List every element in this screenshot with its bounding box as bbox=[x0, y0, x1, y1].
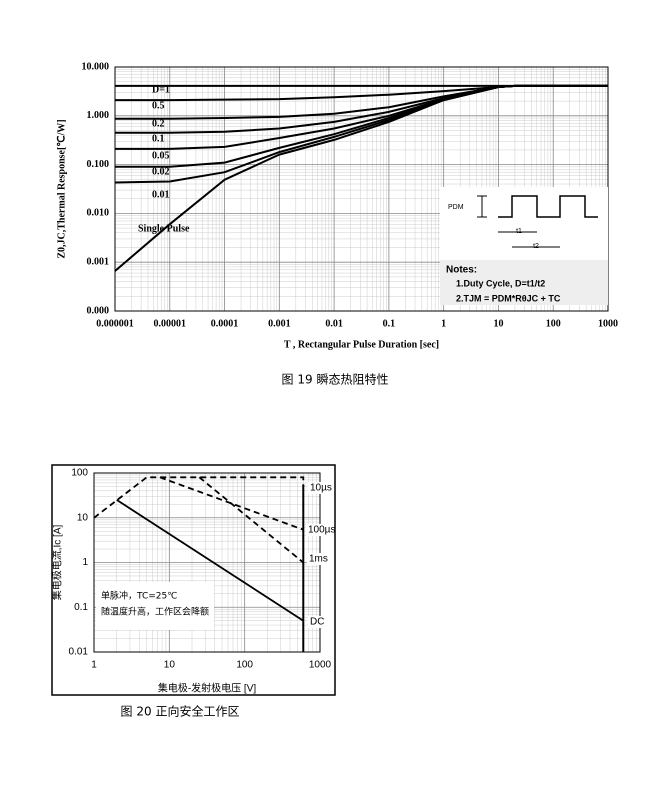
x-tick-label: 0.001 bbox=[268, 318, 291, 329]
label-bg bbox=[308, 616, 332, 628]
t2-label: t2 bbox=[533, 243, 539, 250]
y-tick-label: 0.010 bbox=[87, 208, 110, 219]
x-tick-label: 1000 bbox=[309, 660, 332, 671]
x-tick-label: 1 bbox=[91, 660, 97, 671]
caption: 图 19 瞬态热阻特性 bbox=[282, 372, 389, 387]
series-label: 0.02 bbox=[152, 166, 170, 177]
x-tick-label: 0.1 bbox=[383, 318, 396, 329]
y-tick-label: 10.000 bbox=[82, 61, 110, 72]
y-tick-label: 0.01 bbox=[69, 647, 89, 658]
y-tick-label: 10 bbox=[77, 512, 89, 523]
notes-line: 随温度升高，工作区会降额 bbox=[101, 606, 209, 618]
y-tick-label: 0.100 bbox=[87, 159, 110, 170]
y-tick-label: 0.1 bbox=[74, 602, 88, 613]
series-label: DC bbox=[310, 617, 324, 628]
x-tick-label: 0.000001 bbox=[96, 318, 134, 329]
y-tick-label: 0.000 bbox=[87, 305, 110, 316]
series-line bbox=[198, 476, 304, 564]
pulse-waveform bbox=[498, 195, 598, 218]
thermal-chart: 0.000001 0.00001 0.0001 0.001 0.01 0.1 1 10 100 1… bbox=[56, 61, 618, 386]
x-axis-label: 集电极-发射极电压 [V] bbox=[158, 682, 257, 695]
x-tick-label: 0.00001 bbox=[154, 318, 187, 329]
x-tick-label: 0.01 bbox=[325, 318, 343, 329]
label-bg bbox=[306, 524, 330, 536]
x-tick-label: 100 bbox=[236, 660, 253, 671]
y-axis-label: Z0,JC,Thermal Response[℃/W] bbox=[56, 119, 67, 258]
series-line bbox=[116, 499, 304, 622]
series-label: 0.2 bbox=[152, 118, 165, 129]
x-tick-label: 100 bbox=[546, 318, 561, 329]
series-label: 0.1 bbox=[152, 133, 165, 144]
notes-box bbox=[96, 582, 214, 630]
notes-line: 单脉冲，TC=25℃ bbox=[101, 590, 177, 602]
series-label: 100µs bbox=[308, 525, 335, 536]
series-label: D=1 bbox=[152, 84, 170, 95]
series-label: 1ms bbox=[309, 554, 328, 565]
series-label: 0.05 bbox=[152, 150, 170, 161]
notes-line: 1.Duty Cycle, D=t1/t2 bbox=[456, 278, 545, 288]
x-axis-label: T , Rectangular Pulse Duration [sec] bbox=[284, 339, 439, 350]
x-tick-label: 1000 bbox=[598, 318, 618, 329]
notes-title: Notes: bbox=[446, 265, 477, 276]
label-bg bbox=[308, 482, 332, 494]
series-line bbox=[114, 84, 608, 272]
y-tick-label: 1.000 bbox=[87, 110, 110, 121]
caption: 图 20 正向安全工作区 bbox=[121, 704, 240, 719]
series-label: Single Pulse bbox=[138, 223, 190, 234]
series-label: 10µs bbox=[310, 483, 332, 494]
x-tick-label: 0.0001 bbox=[211, 318, 239, 329]
y-tick-label: 100 bbox=[71, 468, 88, 479]
x-tick-label: 10 bbox=[493, 318, 503, 329]
y-axis-label: 集电极电流,Ic [A] bbox=[51, 524, 64, 600]
series-label: 0.01 bbox=[152, 189, 170, 200]
series-line bbox=[93, 476, 305, 519]
soa-chart: 1 10 100 1000 100 10 1 0.1 0.01 集电极电流,Ic [A] 集电极-发… bbox=[51, 464, 336, 719]
pdm-label: PDM bbox=[448, 204, 464, 211]
notes-bg bbox=[440, 260, 608, 305]
y-tick-label: 1 bbox=[82, 557, 88, 568]
t1-label: t1 bbox=[516, 228, 522, 235]
series-label: 0.5 bbox=[152, 100, 165, 111]
series-line bbox=[159, 476, 304, 531]
x-tick-label: 1 bbox=[441, 318, 446, 329]
notes-line: 2.TJM = PDM*RθJC + TC bbox=[456, 293, 561, 303]
x-tick-label: 10 bbox=[164, 660, 176, 671]
y-tick-label: 0.001 bbox=[87, 256, 110, 267]
label-bg bbox=[307, 553, 331, 565]
